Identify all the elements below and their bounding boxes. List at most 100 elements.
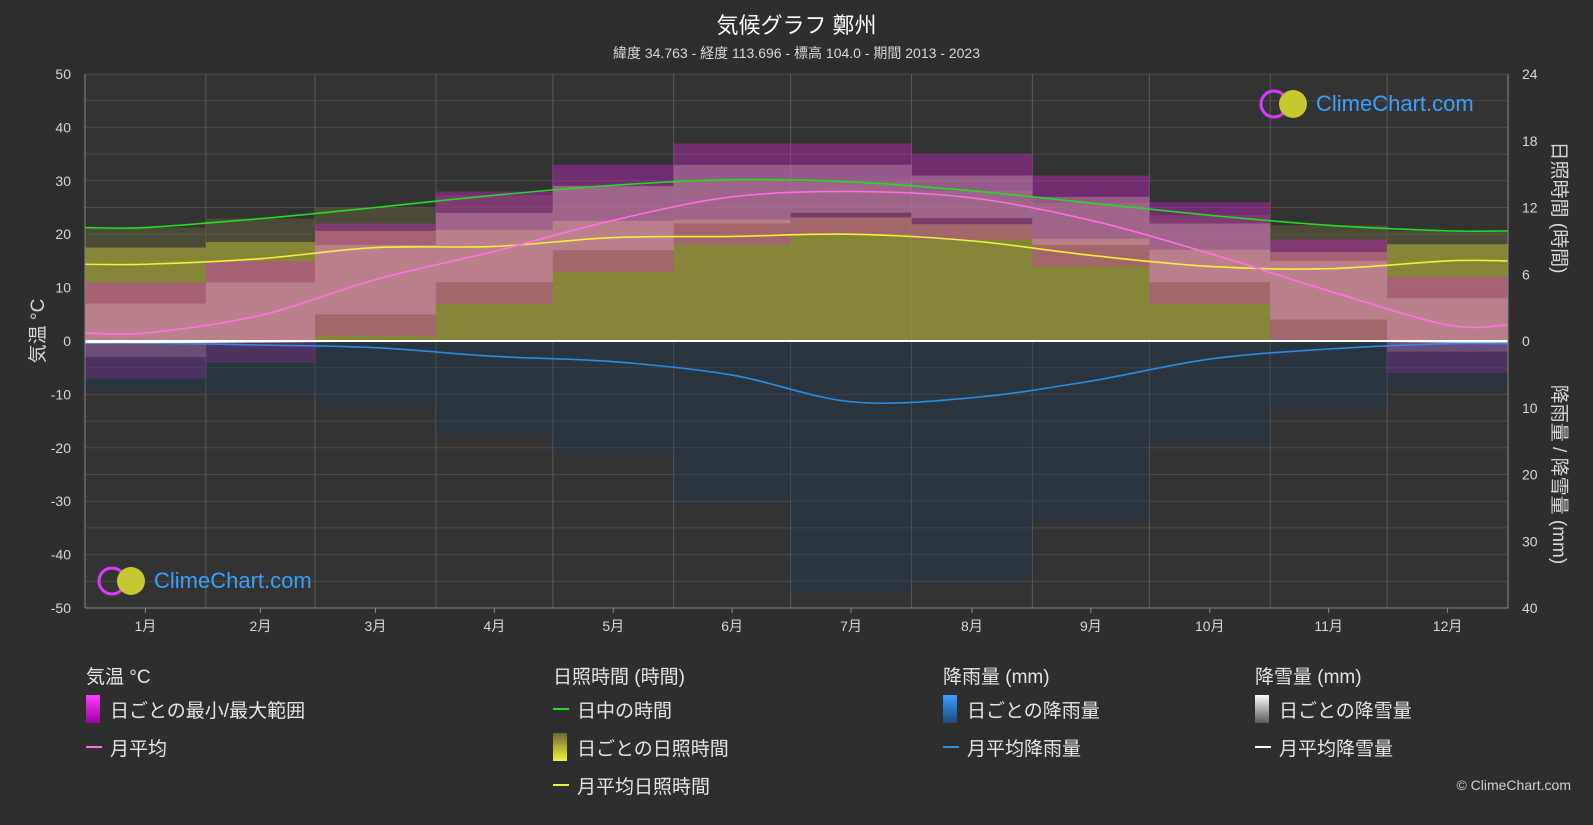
legend-label: 日中の時間	[577, 700, 673, 722]
legend-label: 日ごとの降雪量	[1279, 700, 1412, 722]
y-tick-label-left: 10	[55, 280, 71, 296]
temp-range-top	[911, 154, 1033, 176]
temp-range-bottom	[315, 314, 436, 336]
x-tick-label: 9月	[1080, 618, 1102, 634]
temp-range-bar	[911, 175, 1033, 219]
rain-bar	[911, 341, 1033, 580]
temp-range-top	[85, 282, 206, 304]
y-axis-title-left: 気温 °C	[27, 299, 49, 364]
sunshine-bar	[790, 217, 912, 341]
rain-bar	[435, 341, 553, 435]
range-swatch	[1255, 695, 1269, 723]
temp-range-top	[315, 223, 436, 245]
x-tick-label: 10月	[1195, 618, 1225, 634]
temp-range-bar	[205, 282, 316, 341]
temp-range-bottom	[205, 341, 316, 363]
rain-bar	[1149, 341, 1271, 445]
legend-header: 降雨量 (mm)	[943, 667, 1050, 688]
temp-range-top	[205, 260, 316, 283]
temp-range-bottom	[911, 218, 1033, 240]
temp-range-bottom	[1149, 282, 1271, 304]
legend-label: 日ごとの降雨量	[967, 700, 1100, 722]
legend-label: 月平均降雪量	[1279, 738, 1394, 760]
rain-bar	[552, 341, 674, 454]
temp-range-bottom	[1270, 319, 1388, 341]
sunshine-bar	[911, 224, 1033, 341]
y-tick-label-right-top: 6	[1522, 266, 1530, 282]
legend-header: 気温 °C	[86, 667, 151, 688]
x-tick-label: 2月	[250, 618, 272, 634]
x-tick-label: 7月	[840, 618, 862, 634]
legend-header: 日照時間 (時間)	[553, 667, 685, 688]
line-swatch	[86, 746, 102, 748]
rain-bar	[673, 341, 791, 501]
line-swatch	[1255, 746, 1271, 748]
legend-label: 月平均降雨量	[967, 738, 1082, 760]
temp-range-top	[1149, 202, 1271, 224]
y-tick-label-left: 40	[55, 119, 71, 135]
line-swatch	[553, 784, 569, 786]
x-tick-label: 8月	[961, 618, 983, 634]
x-tick-label: 12月	[1433, 618, 1463, 634]
legend-label: 月平均	[110, 738, 168, 760]
climechart-logo-icon	[97, 566, 145, 596]
temp-avg-line	[84, 190, 1509, 336]
x-tick-label: 6月	[721, 618, 743, 634]
temp-range-bottom	[552, 250, 674, 272]
line-swatch	[553, 708, 569, 710]
logo-bottom: ClimeChart.com	[96, 565, 312, 597]
y-tick-label-left: -20	[51, 440, 71, 456]
y-tick-label-left: -10	[51, 386, 71, 402]
x-tick-label: 3月	[365, 618, 387, 634]
y-tick-label-right-bottom: 20	[1522, 467, 1538, 483]
legend-rain: 降雨量 (mm) 日ごとの降雨量 月平均降雨量	[943, 662, 1100, 766]
y-tick-label-right-top: 24	[1522, 66, 1538, 82]
temp-range-bottom	[1387, 351, 1508, 374]
sunshine-bar	[673, 219, 791, 341]
legend-item: 月平均	[86, 728, 305, 766]
temp-range-top	[1270, 239, 1388, 261]
rain-avg-line	[84, 342, 1509, 404]
legend-label: 日ごとの最小/最大範囲	[110, 700, 306, 722]
chart-title: 気候グラフ 鄭州	[716, 13, 877, 38]
temp-range-bottom	[85, 357, 206, 379]
x-tick-label: 4月	[483, 618, 505, 634]
logo-text: ClimeChart.com	[154, 568, 312, 593]
temp-range-top	[1387, 276, 1508, 299]
legend-label: 月平均日照時間	[577, 776, 711, 798]
y-tick-label-right-top: 18	[1522, 133, 1538, 149]
legend-item: 日ごとの降雪量	[1255, 690, 1412, 728]
rain-bar	[205, 341, 316, 396]
line-swatch	[943, 746, 959, 748]
range-swatch	[943, 695, 957, 723]
temp-range-top	[1032, 175, 1150, 197]
y-tick-label-left: 0	[63, 333, 71, 349]
y-tick-label-right-bottom: 30	[1522, 533, 1538, 549]
climate-chart: 50 40 30 20 10 0 -10 -20 -30 -40 -50 24 18 12 6 0 10 20 30…	[27, 66, 1570, 634]
temp-range-bottom	[673, 223, 791, 245]
copyright: © ClimeChart.com	[1456, 777, 1571, 793]
rain-bar	[315, 341, 436, 405]
x-tick-label: 11月	[1314, 618, 1343, 634]
y-tick-label-left: 30	[55, 173, 71, 189]
y-tick-label-right-bottom: 40	[1522, 600, 1538, 616]
logo-text: ClimeChart.com	[1316, 91, 1474, 116]
legend-sunshine: 日照時間 (時間) 日中の時間 日ごとの日照時間 月平均日照時間	[553, 662, 729, 804]
x-tick-label: 5月	[602, 618, 624, 634]
sunshine-avg-line	[84, 233, 1509, 270]
legend-item: 月平均降雪量	[1255, 728, 1412, 766]
temp-range-top	[552, 164, 674, 187]
climechart-logo-icon	[1259, 89, 1307, 119]
temp-range-top	[790, 143, 912, 165]
temp-range-bar	[790, 164, 912, 213]
legend-snow: 降雪量 (mm) 日ごとの降雪量 月平均降雪量	[1255, 662, 1412, 766]
y-tick-label-left: 50	[55, 66, 71, 82]
y-tick-label-right-top: 0	[1522, 333, 1530, 349]
x-tick-label: 1月	[135, 618, 157, 634]
daylight-line	[84, 178, 1509, 233]
y-tick-label-left: -40	[51, 547, 71, 563]
snow-avg-line	[84, 340, 1509, 344]
rain-bar	[85, 341, 206, 389]
y-tick-label-right-top: 12	[1522, 200, 1538, 216]
rain-bar	[1387, 341, 1508, 391]
